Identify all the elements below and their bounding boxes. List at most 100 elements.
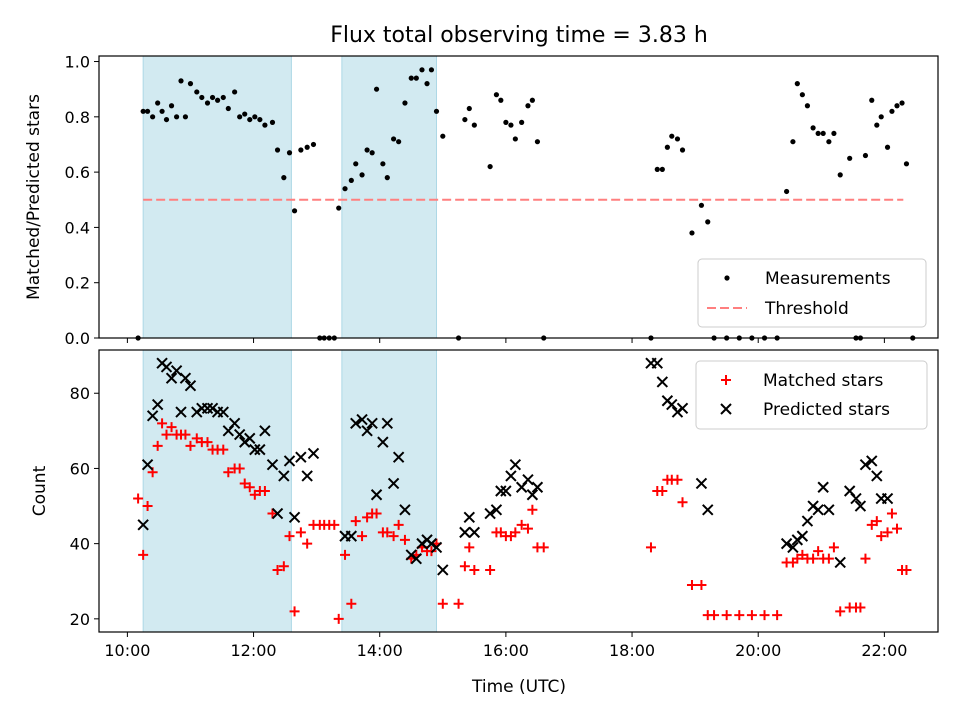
matched-star-point [657, 486, 668, 496]
measurement-point [140, 108, 146, 114]
predicted-star-point [430, 541, 443, 554]
measurement-point [664, 144, 670, 150]
measurement-point [342, 186, 348, 192]
matched-star-point [871, 516, 882, 527]
measurement-point [291, 208, 298, 214]
predicted-star-point [254, 443, 266, 456]
top-panel: 0.0 0.2 0.4 0.6 0.8 1.0 Matched/Predicted star… [24, 53, 939, 348]
predicted-star-point [392, 451, 405, 463]
predicted-star-point [259, 425, 271, 437]
predicted-star-point [812, 504, 824, 516]
measurement-point [810, 125, 816, 131]
y-tick-label: 0.4 [65, 218, 90, 237]
matched-star-point [797, 549, 808, 560]
matched-star-point [259, 486, 270, 496]
measurement-point [182, 114, 189, 120]
measurement-point [462, 116, 468, 123]
matched-star-point [185, 440, 196, 451]
matched-star-point [218, 444, 229, 455]
predicted-star-point [377, 436, 389, 448]
matched-star-point [371, 508, 382, 519]
matched-star-point [329, 519, 340, 530]
predicted-star-point [301, 470, 313, 482]
predicted-star-point [228, 417, 241, 430]
matched-star-point [152, 440, 163, 451]
predicted-star-point [850, 492, 862, 505]
matched-star-point [746, 610, 757, 621]
predicted-star-point [266, 458, 279, 471]
measurement-point [471, 122, 477, 128]
measurement-point [310, 141, 317, 148]
y-tick-label: 40 [70, 535, 90, 554]
matched-star-point [289, 606, 300, 617]
predicted-star-point [651, 357, 663, 369]
measurement-point [674, 136, 681, 142]
measurement-point [799, 92, 805, 98]
predicted-star-point [817, 481, 829, 493]
measurement-point [889, 108, 895, 114]
measurement-point [155, 100, 161, 106]
matched-star-point [161, 429, 172, 440]
measurement-point [262, 122, 268, 128]
matched-star-point [516, 519, 527, 530]
predicted-star-point [278, 470, 290, 482]
predicted-star-point [151, 398, 164, 411]
matched-star-point [180, 429, 191, 440]
predicted-star-point [184, 380, 197, 392]
measurement-point [237, 114, 243, 120]
measurement-point [534, 139, 541, 145]
measurement-point [247, 116, 253, 123]
measurement-point [815, 130, 821, 137]
measurement-point [274, 147, 281, 153]
y-tick-label: 60 [70, 459, 90, 478]
matched-star-point [272, 564, 283, 575]
measurement-point [353, 161, 359, 167]
y-tick-label: 0.6 [65, 163, 90, 182]
predicted-star-point [526, 489, 539, 501]
measurement-point [286, 150, 293, 156]
measurement-point [428, 67, 435, 73]
measurement-point [336, 205, 342, 211]
predicted-star-point [217, 406, 229, 418]
predicted-star-point [787, 541, 799, 554]
y-tick-label: 0.8 [65, 108, 90, 127]
matched-star-point [813, 546, 824, 557]
shaded-interval [341, 349, 437, 633]
measurement-point [529, 97, 535, 103]
matched-star-point [855, 602, 866, 613]
y-tick-label: 0.2 [65, 274, 90, 293]
measurement-point [159, 108, 165, 114]
y-tick-label: 80 [70, 384, 90, 403]
measurement-point [654, 166, 660, 172]
predicted-star-point [463, 511, 476, 524]
matched-star-point [295, 527, 306, 538]
predicted-star-point [505, 470, 517, 482]
matched-star-point [223, 467, 234, 478]
matched-star-point [672, 474, 683, 485]
matched-star-point [350, 516, 361, 527]
measurement-point [847, 155, 853, 161]
matched-star-point [485, 564, 496, 575]
predicted-star-point [141, 458, 154, 471]
predicted-star-point [871, 470, 883, 482]
predicted-star-point [288, 511, 301, 524]
x-tick-label: 18:00 [609, 641, 655, 660]
measurement-point [419, 67, 425, 73]
matched-star-point [362, 512, 373, 523]
measurement-point [269, 119, 276, 125]
matched-star-point [249, 489, 260, 500]
legend-box [695, 360, 928, 430]
matched-star-point [759, 610, 770, 621]
matched-star-point [677, 497, 688, 508]
matched-star-point [866, 519, 877, 530]
y-axis-label: Count [30, 465, 50, 516]
measurement-point [894, 103, 900, 109]
measurement-point [232, 89, 238, 95]
matched-star-point [527, 504, 538, 515]
x-tick-label: 20:00 [735, 641, 781, 660]
x-tick-label: 10:00 [104, 641, 150, 660]
matched-star-point [645, 542, 656, 553]
predicted-star-point [387, 477, 400, 490]
predicted-star-point [676, 402, 689, 414]
predicted-star-point [271, 507, 284, 520]
